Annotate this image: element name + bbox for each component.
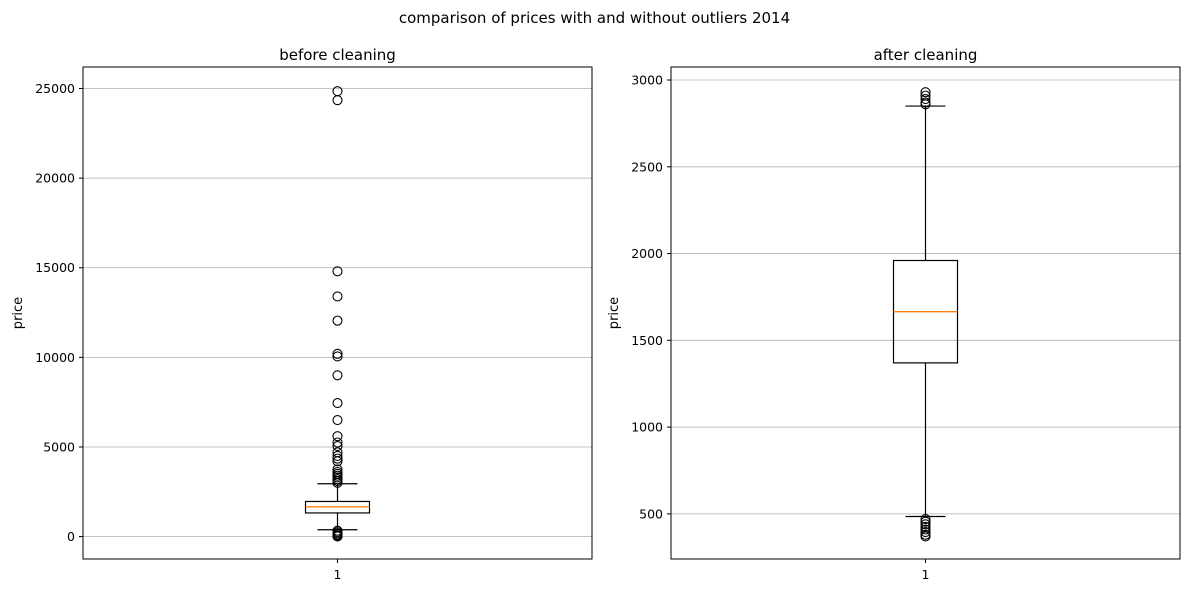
outlier-point [332,450,343,461]
x-tick-label: 1 [922,567,930,582]
outlier-point [332,456,343,467]
y-tick-label: 1500 [631,333,663,348]
outlier-point [920,99,931,110]
outlier-point [920,94,931,105]
y-tick-label: 2000 [631,246,663,261]
x-ticks-after-cleaning: 1 [922,559,930,582]
outlier-point [332,531,343,542]
gridlines-before-cleaning [83,88,592,537]
box-group-before-cleaning [304,483,371,531]
y-tick-label: 10000 [35,350,75,365]
outlier-point [920,524,931,535]
outlier-point [332,441,343,452]
outlier-point [332,315,343,326]
box-group-after-cleaning [892,105,959,518]
outlier-point [332,464,343,475]
outliers-after-cleaning [920,87,931,542]
outlier-point [332,291,343,302]
y-tick-label: 25000 [35,81,75,96]
outlier-point [920,527,931,538]
y-axis-label-before-cleaning: price [11,297,26,329]
boxplot-after-cleaning: after cleaning price 500 1000 1500 2000 2500… [607,46,1181,582]
outliers-before-cleaning [332,86,343,542]
plot-frame-before-cleaning [82,66,593,560]
y-tick-label: 500 [639,506,663,521]
outlier-point [332,86,343,97]
boxplot-before-cleaning: before cleaning price 0 5000 10000 15000 200… [11,46,593,582]
x-tick-label: 1 [334,567,342,582]
figure-suptitle: comparison of prices with and without ou… [399,9,790,27]
outlier-point [920,519,931,530]
y-tick-label: 0 [67,529,75,544]
outlier-point [920,87,931,98]
outlier-point [332,266,343,277]
y-tick-label: 3000 [631,73,663,88]
chart-title-after-cleaning: after cleaning [874,46,978,64]
outlier-point [332,351,343,362]
y-axis-label-after-cleaning: price [607,297,622,329]
outlier-point [332,415,343,426]
y-tick-label: 5000 [43,439,75,454]
outlier-point [332,477,343,488]
plot-frame-after-cleaning [670,66,1181,560]
outlier-point [332,437,343,448]
outlier-point [332,398,343,409]
outlier-point [332,370,343,381]
outlier-point [332,348,343,359]
outlier-point [332,431,343,442]
y-ticks-after-cleaning: 500 1000 1500 2000 2500 3000 [631,73,671,521]
chart-title-before-cleaning: before cleaning [279,46,396,64]
outlier-point [920,514,931,525]
x-ticks-before-cleaning: 1 [334,559,342,582]
outlier-point [920,516,931,527]
y-ticks-before-cleaning: 0 5000 10000 15000 20000 25000 [35,81,83,544]
y-tick-label: 2500 [631,159,663,174]
outlier-point [920,531,931,542]
y-tick-label: 20000 [35,171,75,186]
outlier-point [332,453,343,464]
y-tick-label: 1000 [631,420,663,435]
gridlines-after-cleaning [671,79,1180,515]
y-tick-label: 15000 [35,260,75,275]
outlier-point [332,95,343,106]
